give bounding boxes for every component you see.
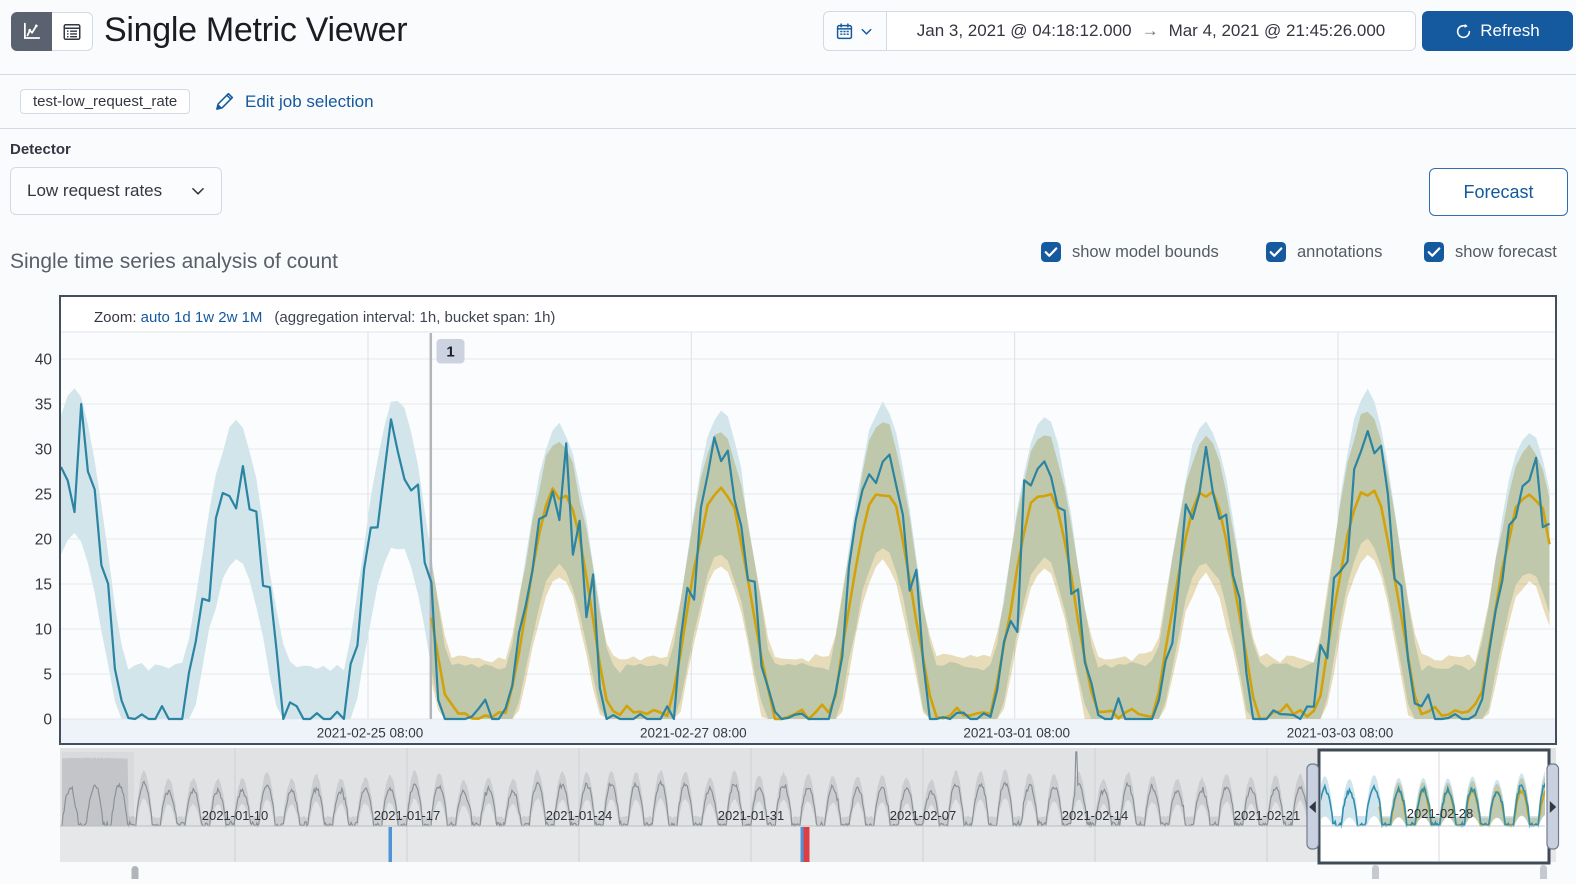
svg-text:Zoom: auto 1d 1w 2w 1M(aggrega: Zoom: auto 1d 1w 2w 1M (aggregation inter… bbox=[94, 309, 555, 326]
svg-text:2021-01-31: 2021-01-31 bbox=[718, 808, 785, 823]
svg-text:10: 10 bbox=[35, 622, 53, 639]
svg-text:15: 15 bbox=[35, 577, 52, 594]
svg-text:35: 35 bbox=[35, 397, 52, 414]
svg-text:2021-03-03 08:00: 2021-03-03 08:00 bbox=[1287, 726, 1394, 741]
svg-text:20: 20 bbox=[35, 532, 53, 549]
svg-text:0: 0 bbox=[43, 712, 52, 729]
svg-text:25: 25 bbox=[35, 487, 52, 504]
svg-text:2021-02-27 08:00: 2021-02-27 08:00 bbox=[640, 726, 747, 741]
svg-text:2021-02-07: 2021-02-07 bbox=[890, 808, 957, 823]
svg-text:2021-01-17: 2021-01-17 bbox=[374, 808, 441, 823]
svg-text:2021-01-10: 2021-01-10 bbox=[202, 808, 269, 823]
svg-text:2021-02-28: 2021-02-28 bbox=[1407, 806, 1474, 821]
svg-text:1: 1 bbox=[446, 344, 454, 361]
svg-text:2021-02-25 08:00: 2021-02-25 08:00 bbox=[317, 726, 424, 741]
svg-text:40: 40 bbox=[35, 352, 53, 369]
svg-text:2021-01-24: 2021-01-24 bbox=[546, 808, 613, 823]
svg-text:2021-02-14: 2021-02-14 bbox=[1062, 808, 1129, 823]
svg-text:2021-02-21: 2021-02-21 bbox=[1234, 808, 1301, 823]
svg-text:2021-03-01 08:00: 2021-03-01 08:00 bbox=[963, 726, 1070, 741]
svg-text:5: 5 bbox=[43, 667, 52, 684]
svg-text:30: 30 bbox=[35, 442, 53, 459]
